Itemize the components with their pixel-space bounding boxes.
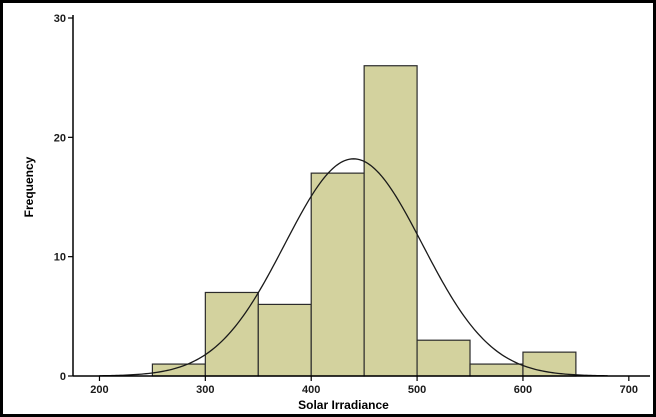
bars-group [151, 65, 577, 377]
x-axis-title: Solar Irradiance [298, 398, 389, 412]
y-axis-title: Frequency [22, 156, 36, 217]
y-tick-label: 0 [60, 371, 66, 383]
y-tick-label: 30 [54, 13, 66, 25]
histogram-chart: 0 10 20 30 200 300 400 500 600 700 Frequency Sol… [22, 13, 650, 412]
y-tick-label: 10 [54, 252, 66, 264]
x-tick-label: 400 [302, 384, 320, 396]
x-tick-label: 600 [514, 384, 532, 396]
x-tick-label: 300 [196, 384, 214, 396]
histogram-bar-6 [416, 339, 471, 377]
x-tick-label: 500 [408, 384, 426, 396]
normal-curve [99, 158, 608, 377]
histogram-bar-1 [151, 363, 206, 377]
x-tick-label: 200 [90, 384, 108, 396]
histogram-bar-4 [310, 172, 365, 377]
histogram-bar-3 [257, 303, 312, 377]
histogram-bar-5 [363, 65, 418, 377]
y-ticks-group: 0 10 20 30 [54, 13, 73, 383]
y-tick-label: 20 [54, 132, 66, 144]
x-ticks-group: 200 300 400 500 600 700 [90, 376, 638, 396]
x-tick-label: 700 [620, 384, 638, 396]
histogram-bar-7 [469, 363, 524, 377]
